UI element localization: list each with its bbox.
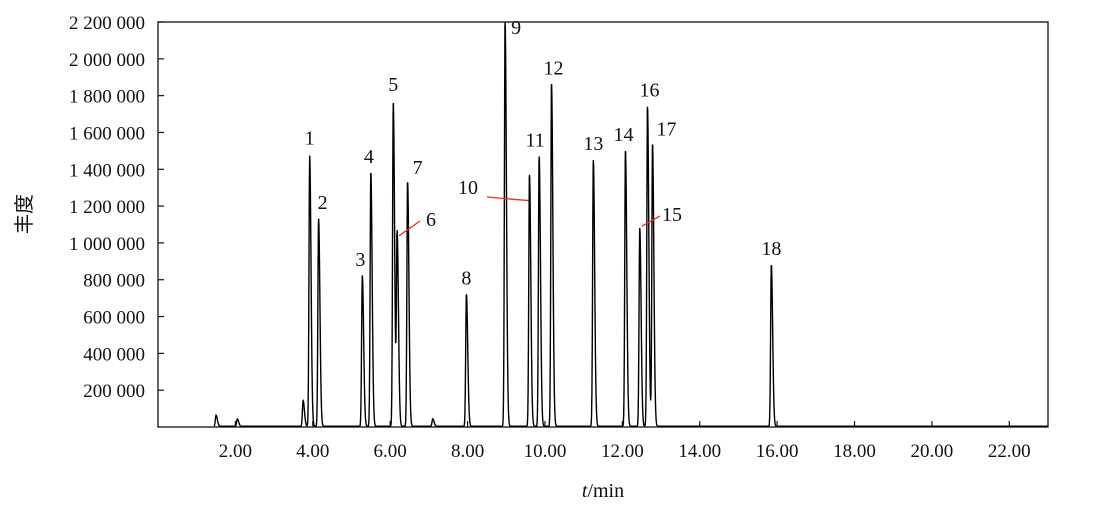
plot-frame: [157, 21, 1049, 428]
peak-label-16: 16: [640, 80, 660, 102]
x-tick-label: 12.00: [601, 441, 644, 462]
peak-label-11: 11: [526, 129, 545, 151]
peak-label-5: 5: [388, 74, 398, 96]
y-tick-label: 1 000 000: [69, 234, 145, 255]
peak-label-18: 18: [761, 238, 781, 260]
y-tick-label: 1 800 000: [69, 87, 145, 108]
y-tick-label: 2 200 000: [69, 13, 145, 34]
peak-callouts: [398, 196, 661, 237]
callout-line-15: [641, 215, 661, 227]
x-tick-label: 6.00: [374, 441, 407, 462]
peak-label-3: 3: [355, 249, 365, 271]
callout-line-6: [398, 220, 421, 237]
peak-label-1: 1: [305, 127, 315, 149]
peak-label-10: 10: [458, 177, 478, 199]
y-tick-label: 400 000: [83, 344, 145, 365]
x-tick-label: 4.00: [296, 441, 329, 462]
peak-label-9: 9: [511, 17, 521, 39]
peak-label-15: 15: [662, 204, 682, 226]
x-tick-label: 22.00: [988, 441, 1031, 462]
chromatogram-trace: [213, 24, 1048, 427]
peak-label-8: 8: [461, 267, 471, 289]
y-axis-title: 丰度: [13, 194, 36, 234]
y-tick-label: 1 400 000: [69, 160, 145, 181]
x-axis-title-var: t: [582, 480, 588, 502]
x-tick-label: 14.00: [678, 441, 721, 462]
x-tick-label: 18.00: [833, 441, 876, 462]
x-tick-label: 10.00: [524, 441, 567, 462]
peak-label-7: 7: [413, 157, 423, 179]
peak-label-2: 2: [318, 192, 328, 214]
peak-label-17: 17: [657, 118, 677, 140]
y-tick-label: 1 600 000: [69, 123, 145, 144]
x-tick-label: 2.00: [219, 441, 252, 462]
y-tick-label: 2 000 000: [69, 50, 145, 71]
peak-label-14: 14: [613, 124, 633, 146]
y-tick-label: 200 000: [83, 381, 145, 402]
x-tick-label: 20.00: [911, 441, 954, 462]
y-tick-label: 800 000: [83, 271, 145, 292]
peak-label-4: 4: [364, 146, 374, 168]
x-tick-label: 8.00: [451, 441, 484, 462]
peak-label-6: 6: [426, 209, 436, 231]
peak-label-13: 13: [583, 133, 603, 155]
callout-line-10: [486, 196, 529, 202]
x-axis-title-unit: /min: [587, 480, 624, 502]
x-axis: 2.00 4.00 6.00 8.00 10.00 12.00 14.00 16.00 18.0…: [219, 421, 1031, 462]
peak-label-12: 12: [544, 58, 564, 80]
y-axis: 200 000 400 000 600 000 800 000 1 000 000 1 2…: [69, 13, 164, 402]
y-tick-label: 1 200 000: [69, 197, 145, 218]
x-tick-label: 16.00: [756, 441, 799, 462]
x-axis-title: t/min: [582, 480, 624, 502]
y-tick-label: 600 000: [83, 308, 145, 329]
